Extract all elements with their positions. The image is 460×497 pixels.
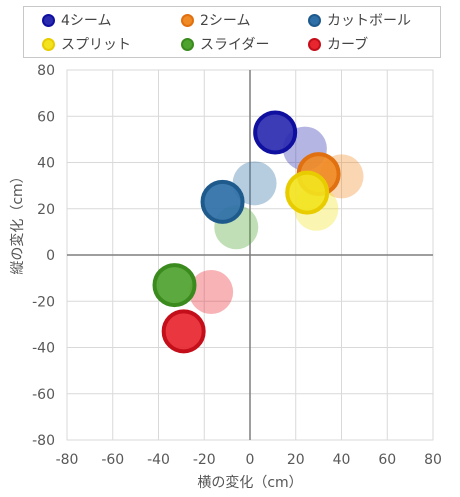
point-bold-series-2 — [200, 179, 245, 224]
point-bold-series-0 — [253, 110, 298, 155]
legend-label-slider: スライダー — [200, 37, 270, 53]
point-faded-series-2 — [232, 161, 277, 206]
axes — [67, 70, 433, 440]
legend-label-split: スプリット — [61, 37, 131, 53]
legend-swatch-4seam — [42, 13, 55, 27]
point-bold-series-5 — [161, 309, 206, 354]
x-tick-label: 40 — [333, 452, 351, 468]
x-tick-label: -60 — [101, 452, 124, 468]
legend-swatch-2seam — [181, 13, 194, 27]
legend-item-curve: カーブ — [308, 35, 368, 53]
legend-item-slider: スライダー — [181, 35, 269, 53]
legend: 4シーム 2シーム カットボール スプリット スライダー カーブ — [23, 6, 441, 58]
legend-swatch-cutter — [308, 13, 321, 27]
y-tick-label: 40 — [37, 156, 55, 172]
legend-label-curve: カーブ — [327, 37, 369, 53]
x-tick-label: 0 — [246, 452, 255, 468]
y-tick-label: -40 — [32, 341, 55, 357]
legend-item-split: スプリット — [42, 35, 131, 53]
y-tick-label: -60 — [32, 387, 55, 403]
x-axis-title: 横の変化（cm） — [197, 474, 302, 491]
y-tick-label: 20 — [37, 202, 55, 218]
y-tick-label: 0 — [46, 248, 55, 264]
point-bold-series-4 — [152, 263, 197, 308]
x-tick-label: -40 — [147, 452, 170, 468]
x-tick-label: -80 — [56, 452, 79, 468]
tick-labels: -80 -60 -40 -20 0 20 40 60 80 -80 -60 -40 -20 0 20 40 60… — [32, 63, 442, 468]
legend-swatch-split — [42, 37, 55, 51]
legend-item-cutter: カットボール — [308, 11, 411, 29]
y-axis-title: 縦の変化（cm） — [9, 169, 26, 274]
data-points — [152, 110, 364, 354]
x-tick-label: 80 — [424, 452, 442, 468]
x-tick-label: -20 — [193, 452, 216, 468]
legend-label-cutter: カットボール — [327, 13, 411, 29]
legend-label-4seam: 4シーム — [61, 13, 112, 29]
legend-swatch-slider — [181, 37, 194, 51]
y-tick-label: 60 — [37, 109, 55, 125]
y-tick-label: 80 — [37, 63, 55, 79]
point-bold-series-3 — [285, 170, 330, 215]
x-tick-label: 60 — [378, 452, 396, 468]
legend-item-4seam: 4シーム — [42, 11, 112, 29]
legend-label-2seam: 2シーム — [200, 13, 251, 29]
x-tick-label: 20 — [287, 452, 305, 468]
point-faded-series-5 — [189, 270, 234, 314]
y-tick-label: -80 — [32, 433, 55, 449]
legend-swatch-curve — [308, 37, 321, 51]
legend-item-2seam: 2シーム — [181, 11, 251, 29]
y-tick-label: -20 — [32, 294, 55, 310]
